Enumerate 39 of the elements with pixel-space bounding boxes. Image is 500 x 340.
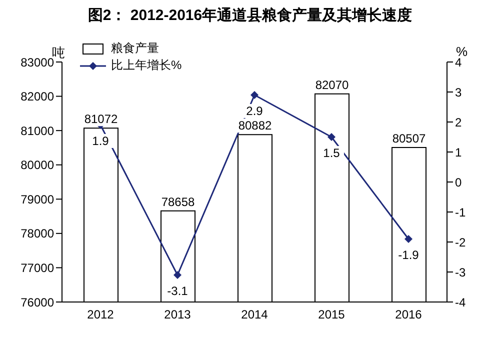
data-label: 1.5 — [323, 146, 340, 160]
data-label: 80507 — [392, 131, 426, 146]
data-label: 82070 — [315, 78, 350, 92]
legend-label: 比上年增长% — [111, 57, 182, 74]
point — [404, 235, 412, 243]
y2-tick-label: -3 — [455, 265, 466, 280]
x-tick-label: 2012 — [87, 308, 114, 322]
y-tick-label: 78000 — [20, 226, 54, 241]
data-label: -3.1 — [167, 284, 188, 298]
y-tick-label: 80000 — [20, 158, 54, 172]
y-axis-title: 吨 — [52, 44, 65, 60]
y2-tick-label: -1 — [455, 205, 466, 220]
data-label: 78658 — [161, 194, 196, 209]
x-tick-label: 2013 — [164, 308, 192, 322]
data-label: 81072 — [84, 112, 118, 126]
y-tick-label: 79000 — [20, 192, 54, 206]
y2-tick-label: 3 — [455, 85, 462, 100]
y-tick-label: 81000 — [20, 124, 54, 138]
legend-label: 粮食产量 — [111, 40, 159, 57]
y-tick-label: 76000 — [20, 295, 54, 310]
data-label: -1.9 — [398, 248, 420, 262]
y2-tick-label: 2 — [455, 115, 462, 130]
y2-tick-label: 0 — [455, 175, 462, 190]
y2-tick-label: -4 — [455, 295, 466, 310]
y-tick-label: 83000 — [20, 55, 54, 70]
x-tick-label: 2014 — [241, 308, 268, 322]
data-label: 1.9 — [92, 134, 110, 148]
chart-title: 图2： 2012-2016年通道县粮食产量及其增长速度 — [86, 6, 414, 25]
y-tick-label: 82000 — [20, 90, 54, 104]
data-label: 80882 — [238, 118, 272, 133]
point — [250, 91, 258, 99]
x-tick-label: 2016 — [395, 308, 422, 322]
y2-tick-label: 1 — [455, 145, 462, 160]
y2-tick-label: -2 — [455, 235, 466, 250]
data-label: 2.9 — [246, 104, 264, 118]
point — [174, 271, 182, 279]
x-tick-label: 2015 — [318, 308, 346, 322]
point — [328, 133, 336, 141]
y-tick-label: 77000 — [20, 260, 54, 275]
